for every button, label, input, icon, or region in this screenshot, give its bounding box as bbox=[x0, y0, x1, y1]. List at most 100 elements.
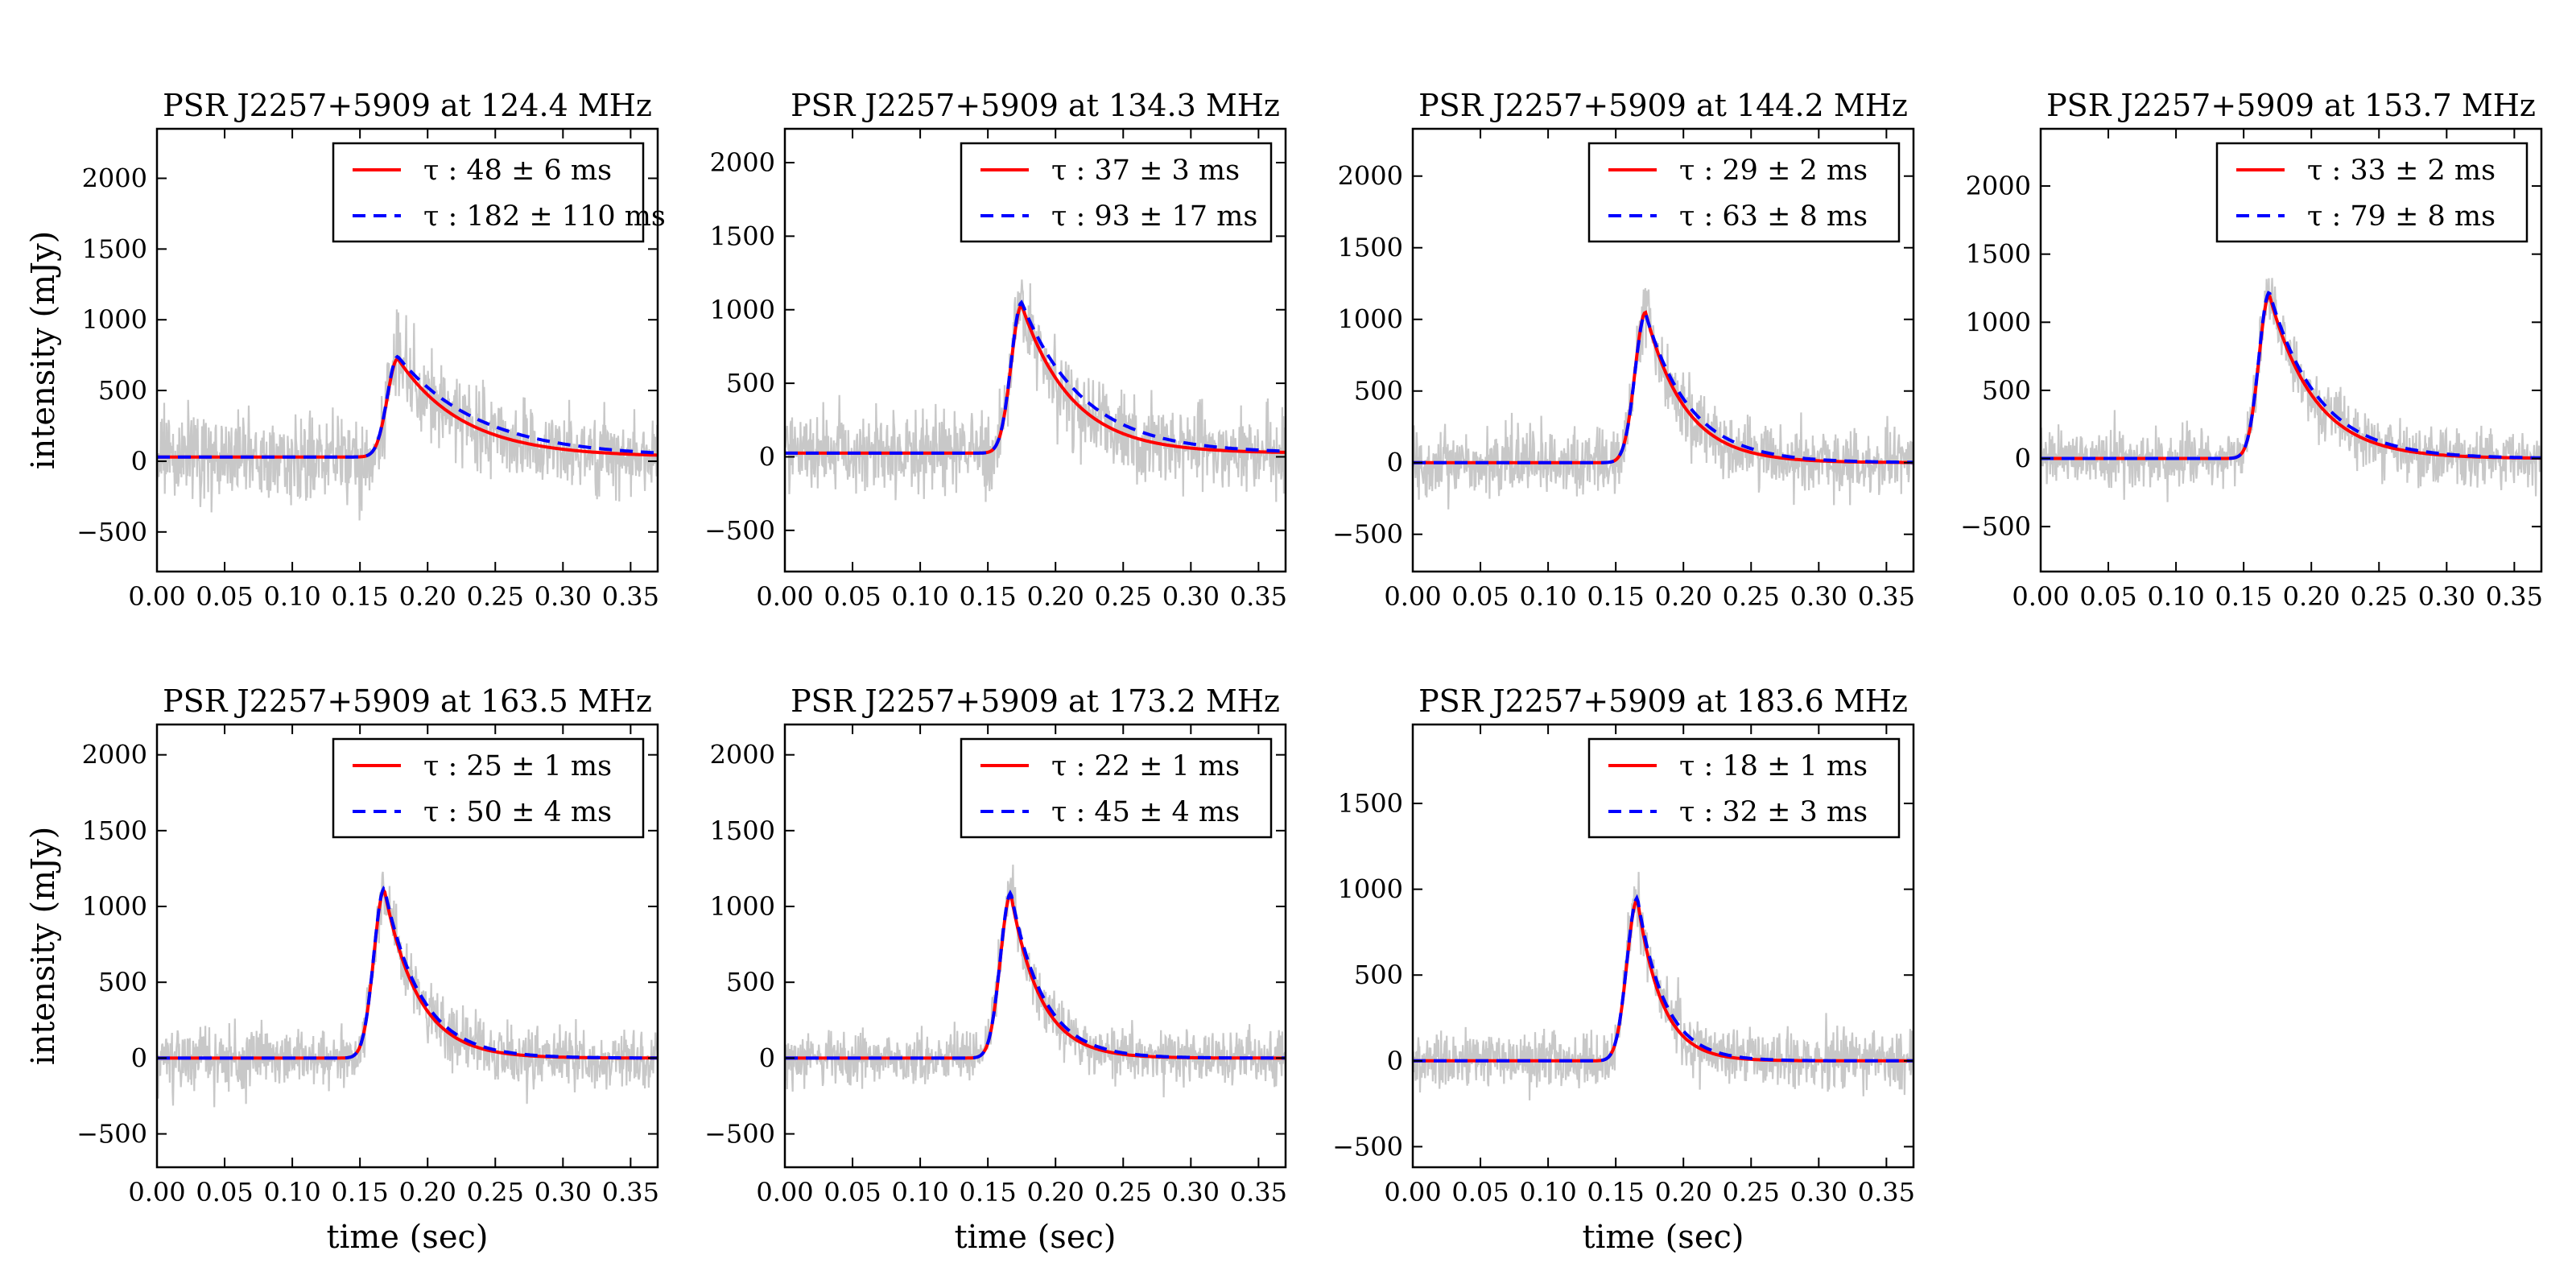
x-tick-label: 0.00 bbox=[756, 1177, 813, 1208]
y-axis-label: intensity (mJy) bbox=[25, 231, 62, 470]
y-tick-label: 500 bbox=[1982, 375, 2031, 406]
y-tick-label: 1000 bbox=[82, 891, 147, 922]
x-tick-label: 0.25 bbox=[467, 1177, 524, 1208]
legend-box bbox=[332, 737, 645, 839]
noise-trace bbox=[157, 871, 658, 1108]
y-tick-label: 0 bbox=[759, 1042, 775, 1073]
fit-line-2 bbox=[1413, 894, 1913, 1063]
y-tick-label: −500 bbox=[704, 1119, 775, 1150]
x-tick-label: 0.25 bbox=[1095, 1177, 1152, 1208]
y-tick-label: 1000 bbox=[82, 304, 147, 335]
x-tick-label: 0.30 bbox=[1162, 581, 1220, 612]
x-tick-label: 0.15 bbox=[1587, 1177, 1645, 1208]
y-tick-label: 0 bbox=[1387, 448, 1403, 478]
legend-label-1: τ : 37 ± 3 ms bbox=[1051, 155, 1240, 187]
y-tick-label: 1000 bbox=[1966, 307, 2031, 337]
y-tick-label: 1500 bbox=[1338, 233, 1403, 263]
fit-line-2 bbox=[2041, 291, 2541, 460]
fit-line-2 bbox=[157, 886, 658, 1060]
x-tick-label: 0.20 bbox=[2283, 581, 2340, 612]
y-tick-label: 2000 bbox=[82, 163, 147, 194]
x-tick-label: 0.20 bbox=[1655, 581, 1712, 612]
legend-label-2: τ : 182 ± 110 ms bbox=[423, 200, 666, 233]
legend-box bbox=[960, 142, 1273, 243]
x-tick-label: 0.05 bbox=[1451, 1177, 1509, 1208]
y-tick-label: −500 bbox=[704, 515, 775, 546]
subplot-title: PSR J2257+5909 at 134.3 MHz bbox=[791, 88, 1280, 123]
axes-frame bbox=[783, 723, 1287, 1169]
y-tick-label: 2000 bbox=[1966, 171, 2031, 201]
x-tick-label: 0.05 bbox=[824, 581, 881, 612]
subplot-title: PSR J2257+5909 at 153.7 MHz bbox=[2046, 88, 2536, 123]
legend: τ : 33 ± 2 ms τ : 79 ± 8 ms bbox=[2215, 142, 2529, 243]
x-tick-label: 0.05 bbox=[196, 1177, 253, 1208]
x-tick-label: 0.00 bbox=[2012, 581, 2069, 612]
x-tick-label: 0.15 bbox=[332, 581, 389, 612]
fit-line-1 bbox=[785, 302, 1286, 455]
x-tick-label: 0.30 bbox=[2418, 581, 2475, 612]
subplot-5: 0.00 0.05 0.10 0.15 0.20 0.25 0.30 0.35 −500 0 500… bbox=[25, 683, 659, 1256]
y-tick-label: 0 bbox=[2015, 444, 2031, 474]
x-tick-label: 0.15 bbox=[960, 1177, 1017, 1208]
y-tick-label: 2000 bbox=[1338, 161, 1403, 192]
x-tick-label: 0.35 bbox=[602, 581, 659, 612]
y-tick-label: 500 bbox=[1354, 960, 1403, 990]
subplot-title: PSR J2257+5909 at 124.4 MHz bbox=[163, 88, 652, 123]
x-tick-label: 0.35 bbox=[1230, 1177, 1287, 1208]
y-axis-label: intensity (mJy) bbox=[25, 827, 62, 1066]
y-tick-label: 2000 bbox=[710, 740, 775, 770]
y-tick-label: 1500 bbox=[82, 815, 147, 846]
x-tick-label: 0.10 bbox=[891, 581, 948, 612]
x-tick-label: 0.30 bbox=[1790, 1177, 1847, 1208]
y-tick-label: 1500 bbox=[82, 233, 147, 264]
x-tick-label: 0.30 bbox=[1790, 581, 1847, 612]
noise-trace bbox=[785, 279, 1286, 502]
x-tick-label: 0.00 bbox=[756, 581, 813, 612]
subplot-6: 0.00 0.05 0.10 0.15 0.20 0.25 0.30 0.35 −500 0 500… bbox=[704, 683, 1287, 1256]
legend-label-1: τ : 29 ± 2 ms bbox=[1679, 155, 1868, 187]
noise-trace bbox=[1413, 872, 1913, 1100]
y-tick-label: −500 bbox=[76, 517, 147, 547]
legend-label-2: τ : 93 ± 17 ms bbox=[1051, 200, 1257, 233]
subplot-1: 0.00 0.05 0.10 0.15 0.20 0.25 0.30 0.35 −500 0 500… bbox=[25, 88, 666, 612]
x-tick-label: 0.30 bbox=[535, 581, 592, 612]
legend-label-1: τ : 18 ± 1 ms bbox=[1679, 750, 1868, 782]
axes-frame bbox=[155, 127, 659, 573]
x-tick-label: 0.05 bbox=[824, 1177, 881, 1208]
y-tick-label: −500 bbox=[1332, 1131, 1403, 1162]
y-tick-label: 0 bbox=[131, 446, 147, 477]
legend: τ : 37 ± 3 ms τ : 93 ± 17 ms bbox=[960, 142, 1273, 243]
y-tick-label: −500 bbox=[1960, 511, 2031, 542]
legend-label-2: τ : 45 ± 4 ms bbox=[1051, 796, 1240, 828]
legend-label-1: τ : 22 ± 1 ms bbox=[1051, 750, 1240, 782]
fit-line-2 bbox=[1413, 311, 1913, 464]
noise-trace bbox=[157, 309, 658, 521]
x-tick-label: 0.10 bbox=[263, 1177, 320, 1208]
x-tick-label: 0.35 bbox=[1858, 581, 1915, 612]
x-tick-label: 0.25 bbox=[1095, 581, 1152, 612]
legend-box bbox=[960, 737, 1273, 839]
x-tick-label: 0.15 bbox=[960, 581, 1017, 612]
subplot-3: 0.00 0.05 0.10 0.15 0.20 0.25 0.30 0.35 −500 0 500… bbox=[1332, 88, 1915, 612]
subplot-4: 0.00 0.05 0.10 0.15 0.20 0.25 0.30 0.35 −500 0 500… bbox=[1960, 88, 2543, 612]
y-tick-label: 1000 bbox=[710, 891, 775, 922]
y-tick-label: 500 bbox=[98, 375, 147, 406]
y-tick-label: 2000 bbox=[710, 147, 775, 178]
y-tick-label: 500 bbox=[1354, 376, 1403, 407]
legend: τ : 22 ± 1 ms τ : 45 ± 4 ms bbox=[960, 737, 1273, 839]
legend-box bbox=[1587, 737, 1901, 839]
fit-line-1 bbox=[157, 886, 658, 1060]
subplot-title: PSR J2257+5909 at 173.2 MHz bbox=[791, 683, 1280, 719]
y-tick-label: 0 bbox=[1387, 1046, 1403, 1076]
x-tick-label: 0.15 bbox=[2215, 581, 2273, 612]
legend-label-2: τ : 32 ± 3 ms bbox=[1679, 796, 1868, 828]
x-tick-label: 0.00 bbox=[128, 1177, 185, 1208]
x-tick-label: 0.10 bbox=[263, 581, 320, 612]
x-tick-label: 0.25 bbox=[1723, 1177, 1780, 1208]
legend: τ : 25 ± 1 ms τ : 50 ± 4 ms bbox=[332, 737, 645, 839]
x-tick-label: 0.20 bbox=[1027, 581, 1084, 612]
fit-line-2 bbox=[785, 890, 1286, 1060]
legend-label-1: τ : 25 ± 1 ms bbox=[423, 750, 612, 782]
x-tick-label: 0.10 bbox=[891, 1177, 948, 1208]
